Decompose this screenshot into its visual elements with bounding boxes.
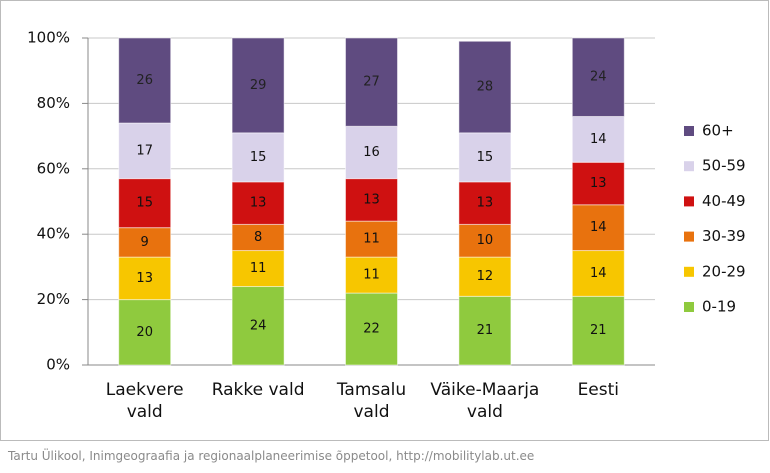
bar-segment <box>345 37 398 127</box>
legend-label: 50-59 <box>702 157 746 175</box>
bar-segment <box>118 299 172 366</box>
legend-label: 60+ <box>702 122 734 140</box>
bar-segment <box>571 37 625 117</box>
data-label: 8 <box>254 230 262 245</box>
bar-segment <box>345 292 398 366</box>
legend-label: 20-29 <box>702 262 746 280</box>
x-tick-label: Väike-Maarja vald <box>430 380 540 422</box>
bar-segment <box>571 250 625 297</box>
data-label: 14 <box>590 266 607 281</box>
legend-label: 0-19 <box>702 298 736 316</box>
data-label: 20 <box>136 325 153 340</box>
data-label: 13 <box>250 196 267 211</box>
data-label: 26 <box>136 73 153 88</box>
bar-segment <box>458 40 512 134</box>
data-label: 13 <box>477 196 494 211</box>
y-tick-label: 0% <box>46 356 70 374</box>
x-tick-label: Laekvere vald <box>105 380 184 422</box>
legend-label: 30-39 <box>702 227 746 245</box>
legend-label: 40-49 <box>702 192 746 210</box>
data-label: 15 <box>136 196 153 211</box>
data-label: 24 <box>250 318 267 333</box>
data-label: 17 <box>136 143 153 158</box>
data-label: 10 <box>477 233 494 248</box>
data-label: 15 <box>250 150 267 165</box>
x-tick-label: Rakke vald <box>211 380 305 400</box>
data-label: 12 <box>477 269 494 284</box>
bar-segment <box>231 37 285 134</box>
data-label: 14 <box>590 132 607 147</box>
bar-segment <box>571 204 625 252</box>
data-label: 15 <box>477 150 494 165</box>
y-tick-label: 100% <box>27 29 70 47</box>
y-tick-label: 60% <box>37 159 70 177</box>
bar-segment <box>231 223 285 252</box>
bar-segment <box>118 178 172 229</box>
bar-segment <box>118 37 172 124</box>
bar-segment <box>458 295 512 366</box>
bar-segment <box>571 295 625 366</box>
data-label: 13 <box>363 192 380 207</box>
legend-swatch <box>684 161 694 172</box>
legend-swatch <box>684 231 694 242</box>
y-tick-label: 20% <box>37 290 70 308</box>
bar-segment <box>118 227 172 258</box>
data-label: 9 <box>141 235 149 250</box>
bar-segment <box>118 256 172 301</box>
data-label: 14 <box>590 220 607 235</box>
data-label: 27 <box>363 75 380 90</box>
data-label: 11 <box>363 268 380 283</box>
y-tick-label: 80% <box>37 94 70 112</box>
data-label: 21 <box>590 323 607 338</box>
data-label: 16 <box>363 145 380 160</box>
x-tick-label: Eesti <box>577 380 620 400</box>
bar-segment <box>231 250 285 288</box>
data-label: 22 <box>363 322 380 337</box>
bar-segment <box>345 125 398 180</box>
data-label: 11 <box>363 232 380 247</box>
source-note: Tartu Ülikool, Inimgeograafia ja regiona… <box>8 449 535 463</box>
bar-segment <box>345 256 398 294</box>
data-label: 29 <box>250 78 267 93</box>
bar-segment <box>231 286 285 366</box>
data-label: 24 <box>590 70 607 85</box>
legend-swatch <box>684 266 694 277</box>
data-label: 11 <box>250 261 267 276</box>
y-tick-label: 40% <box>37 225 70 243</box>
x-tick-label: Tamsalu vald <box>336 380 407 422</box>
bar-segment <box>571 161 625 206</box>
data-label: 13 <box>136 271 153 286</box>
bar-segment <box>231 132 285 183</box>
data-label: 28 <box>477 80 494 95</box>
data-label: 13 <box>590 176 607 191</box>
legend-swatch <box>684 126 694 136</box>
legend-swatch <box>684 302 694 312</box>
legend-swatch <box>684 196 694 207</box>
data-label: 21 <box>477 323 494 338</box>
bar-segment <box>458 181 512 225</box>
bar-segment <box>118 122 172 180</box>
